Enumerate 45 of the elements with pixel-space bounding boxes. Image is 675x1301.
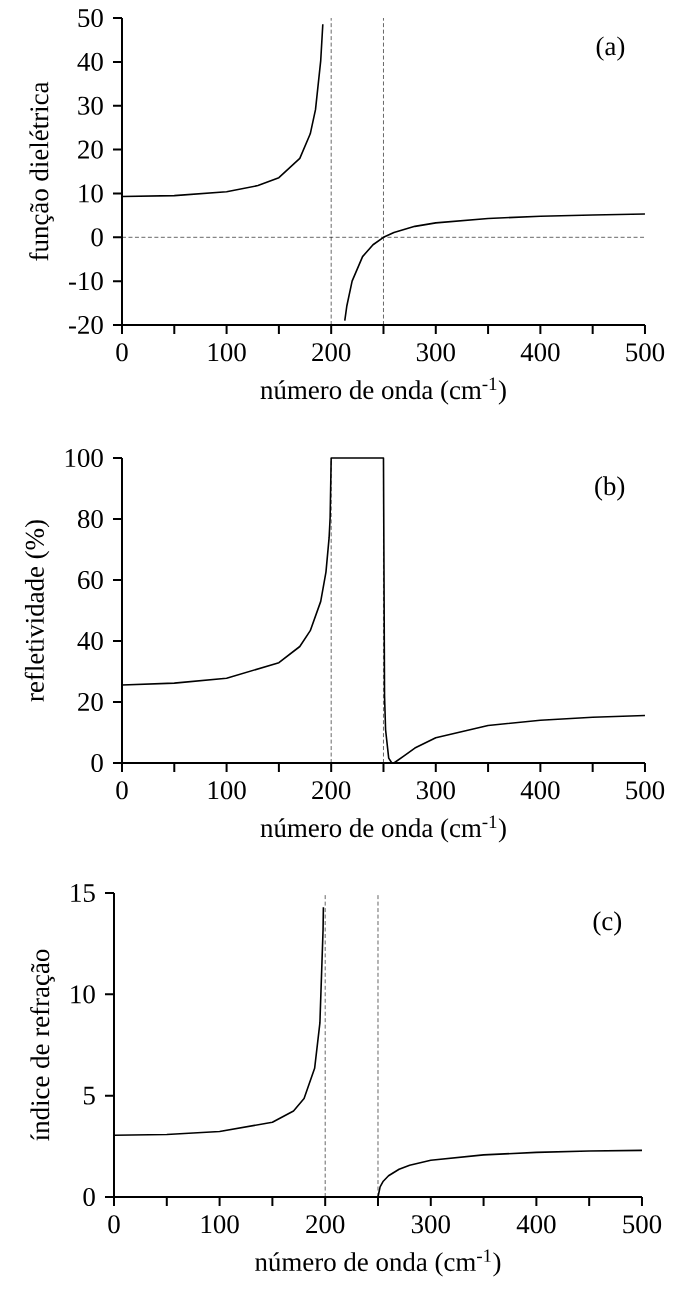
x-tick-label: 400	[516, 1215, 556, 1234]
y-tick-label: 50	[78, 8, 103, 28]
y-tick-label: 60	[78, 570, 103, 590]
y-tick-label: 30	[78, 96, 103, 115]
y-tick-label: 100	[65, 448, 103, 468]
x-axis-title: número de onda (cm$^{-1}$)	[260, 815, 506, 843]
y-tick-label: 0	[83, 1187, 95, 1207]
y-tick-label: 0	[91, 753, 103, 773]
y-tick-label: 20	[78, 692, 103, 712]
x-tick-label: 200	[312, 343, 351, 362]
x-axis-title: número de onda (cm$^{-1}$)	[255, 1249, 501, 1277]
y-tick-label: 80	[77, 509, 103, 529]
y-tick-label: -20	[68, 315, 103, 335]
x-tick-label: 0	[116, 781, 128, 800]
x-tick-label: 400	[520, 781, 560, 800]
x-tick-label: 400	[520, 343, 560, 362]
x-tick-label: 0	[116, 343, 128, 362]
x-tick-label: 500	[623, 1215, 662, 1234]
y-tick-label: 0	[91, 228, 103, 247]
x-tick-label: 200	[306, 1215, 345, 1234]
annotation: (b)	[595, 476, 625, 501]
y-tick-label: -10	[68, 272, 103, 291]
y-axis-title: índice de refração	[30, 949, 55, 1141]
x-tick-label: 100	[208, 343, 246, 362]
y-tick-label: 10	[79, 184, 103, 203]
x-tick-label: 300	[411, 1215, 450, 1234]
x-tick-label: 500	[626, 781, 665, 800]
y-tick-label: 10	[71, 985, 95, 1004]
x-tick-label: 300	[416, 781, 455, 800]
x-tick-label: 200	[312, 781, 351, 800]
x-tick-label: 100	[201, 1215, 239, 1234]
x-tick-label: 300	[416, 343, 455, 362]
y-axis-title: refletividade (%)	[24, 520, 50, 702]
y-axis-title: função dielétrica	[29, 81, 54, 261]
x-tick-label: 0	[108, 1215, 120, 1234]
annotation: (c)	[593, 911, 622, 936]
y-tick-label: 5	[83, 1086, 95, 1105]
y-tick-label: 15	[71, 883, 95, 903]
y-tick-label: 40	[77, 631, 103, 651]
x-axis-title: número de onda (cm$^{-1}$)	[260, 377, 506, 405]
x-tick-label: 500	[626, 343, 665, 362]
annotation: (a)	[596, 36, 625, 61]
x-tick-label: 100	[208, 781, 246, 800]
y-tick-label: 40	[77, 52, 103, 71]
y-tick-label: 20	[78, 140, 103, 159]
